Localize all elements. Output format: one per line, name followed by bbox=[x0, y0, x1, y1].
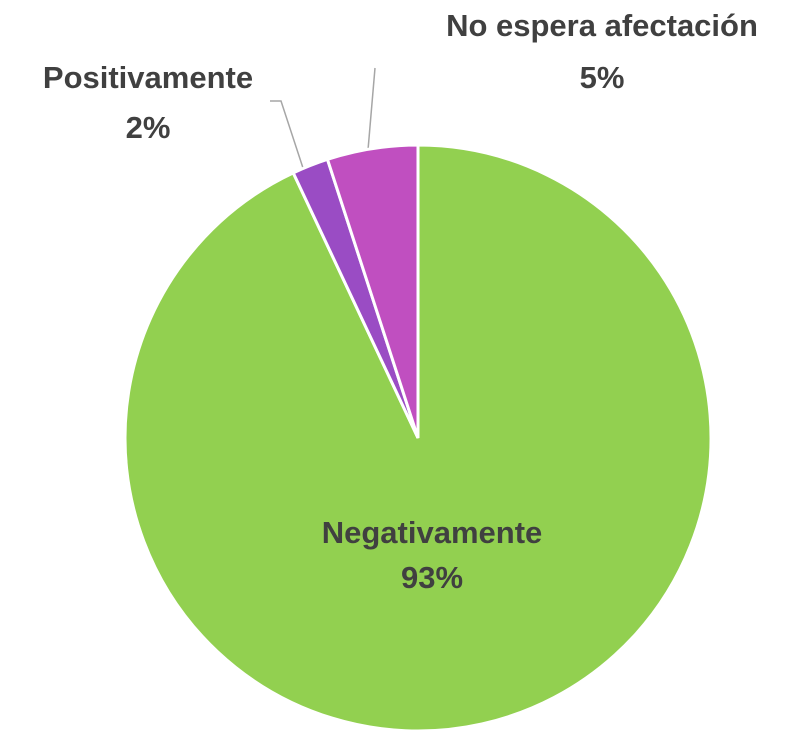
slice-value-label: 5% bbox=[580, 60, 625, 95]
slice-value-label: 93% bbox=[401, 560, 463, 595]
pie-slice bbox=[325, 143, 420, 439]
slice-label: Positivamente bbox=[43, 60, 253, 95]
slice-value-label: 2% bbox=[126, 110, 171, 145]
leader-line bbox=[270, 100, 304, 169]
slice-label: No espera afectación bbox=[446, 8, 758, 43]
leader-line bbox=[367, 67, 376, 151]
slice-label: Negativamente bbox=[322, 515, 543, 550]
